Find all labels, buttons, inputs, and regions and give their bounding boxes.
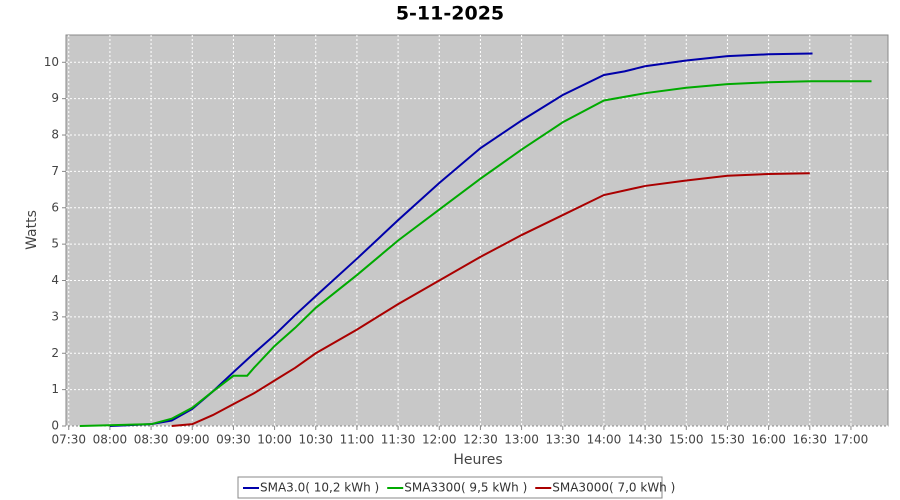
x-tick-label: 14:30: [628, 433, 663, 447]
y-tick-label: 1: [51, 382, 59, 396]
x-tick-label: 10:30: [298, 433, 333, 447]
chart-title: 5-11-2025: [396, 3, 504, 25]
x-tick-label: 16:30: [792, 433, 827, 447]
x-tick-label: 09:30: [216, 433, 251, 447]
legend-label: SMA3000( 7,0 kWh ): [552, 481, 675, 495]
y-tick-label: 6: [51, 200, 59, 214]
y-axis-label: Watts: [24, 210, 40, 250]
x-tick-label: 14:00: [587, 433, 622, 447]
y-tick-label: 8: [51, 128, 59, 142]
legend: [237, 476, 663, 499]
y-tick-label: 4: [51, 273, 59, 287]
x-tick-label: 12:00: [422, 433, 457, 447]
x-tick-label: 07:30: [51, 433, 86, 447]
x-axis-label: Heures: [453, 452, 502, 468]
legend-label: SMA3300( 9,5 kWh ): [404, 481, 527, 495]
x-tick-label: 16:00: [751, 433, 786, 447]
line: [79, 80, 872, 427]
line: [171, 172, 810, 427]
x-tick-label: 15:30: [710, 433, 745, 447]
x-tick-label: 10:00: [257, 433, 292, 447]
y-tick-label: 0: [51, 419, 59, 433]
y-tick-label: 5: [51, 237, 59, 251]
x-tick-label: 11:30: [381, 433, 416, 447]
y-tick-label: 2: [51, 346, 59, 360]
x-tick-label: 08:00: [93, 433, 128, 447]
y-tick-label: 7: [51, 164, 59, 178]
x-tick-label: 11:00: [340, 433, 375, 447]
x-tick-label: 17:00: [834, 433, 869, 447]
x-tick-label: 12:30: [463, 433, 498, 447]
x-tick-label: 13:30: [545, 433, 580, 447]
x-tick-label: 15:00: [669, 433, 704, 447]
x-tick-label: 08:30: [134, 433, 169, 447]
y-tick-label: 9: [51, 91, 59, 105]
x-tick-label: 13:00: [504, 433, 539, 447]
plot-area: [65, 34, 889, 427]
y-tick-label: 10: [44, 55, 59, 69]
legend-label: SMA3.0( 10,2 kWh ): [260, 481, 379, 495]
x-tick-label: 09:00: [175, 433, 210, 447]
y-tick-label: 3: [51, 309, 59, 323]
